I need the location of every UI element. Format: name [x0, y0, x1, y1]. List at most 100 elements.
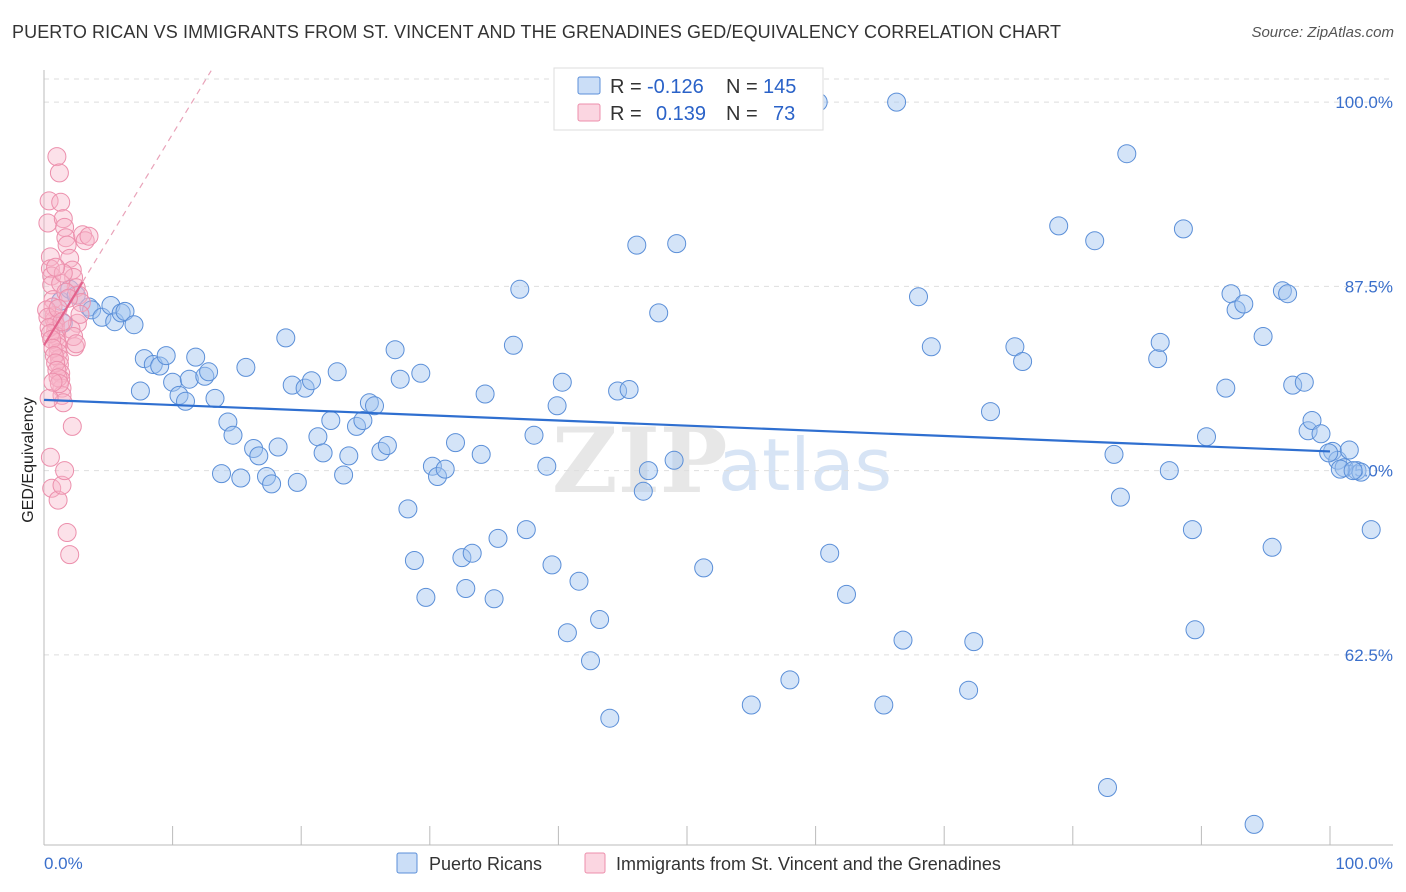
puerto-rican-point-89 [694, 558, 714, 578]
puerto-rican-point-23 [199, 362, 219, 382]
legend-n-value-1: 145 [763, 76, 796, 98]
puerto-rican-point-139 [1351, 462, 1371, 482]
st-vincent-point-68 [79, 226, 99, 246]
puerto-rican-point-115 [1159, 461, 1179, 481]
puerto-rican-point-58 [422, 456, 442, 476]
chart-title: PUERTO RICAN VS IMMIGRANTS FROM ST. VINC… [12, 22, 1062, 42]
bottom-legend-label-puerto-ricans: Puerto Ricans [429, 854, 542, 874]
puerto-rican-point-71 [516, 520, 536, 540]
bottom-legend: Puerto Ricans Immigrants from St. Vincen… [396, 852, 1001, 874]
puerto-rican-point-103 [964, 632, 984, 652]
puerto-rican-point-130 [1294, 372, 1314, 392]
puerto-rican-point-19 [176, 391, 195, 411]
puerto-rican-point-41 [313, 443, 333, 463]
puerto-rican-point-16 [156, 346, 176, 366]
puerto-rican-point-85 [638, 461, 658, 481]
stats-legend: R = -0.126 N = 145 R = 0.139 N = 73 [553, 67, 824, 131]
bottom-legend-swatch-st-vincent [584, 852, 606, 874]
puerto-rican-point-11 [124, 315, 144, 335]
legend-r-label-1: R = [610, 76, 642, 98]
st-vincent-point-54 [44, 346, 64, 366]
st-vincent-point-53 [43, 338, 63, 358]
puerto-rican-point-54 [398, 499, 418, 519]
puerto-rican-point-79 [590, 610, 610, 629]
puerto-rican-point-21 [186, 347, 206, 367]
trend-line-st-vincent-extension [82, 70, 212, 283]
puerto-rican-point-106 [1013, 352, 1033, 371]
legend-n-label-1: N = [726, 76, 758, 98]
puerto-rican-point-43 [327, 362, 347, 382]
puerto-rican-point-132 [1302, 411, 1322, 430]
puerto-rican-point-62 [452, 548, 472, 568]
st-vincent-point-69 [46, 257, 66, 277]
puerto-rican-point-49 [365, 396, 384, 416]
puerto-rican-point-73 [537, 456, 557, 476]
puerto-rican-point-47 [353, 411, 373, 430]
puerto-rican-point-112 [1117, 144, 1137, 164]
puerto-rican-point-133 [1311, 424, 1331, 444]
st-vincent-point-58 [49, 374, 69, 394]
legend-r-value-2: 0.139 [656, 103, 706, 125]
puerto-rican-point-25 [212, 464, 231, 484]
st-vincent-point-64 [64, 327, 84, 346]
puerto-rican-point-86 [649, 303, 669, 323]
puerto-rican-point-60 [435, 459, 455, 479]
x-tick-label-max: 100.0% [1335, 854, 1393, 873]
st-vincent-point-31 [56, 228, 76, 248]
puerto-rican-point-38 [295, 378, 315, 398]
y-tick-label-3: 62.5% [1345, 646, 1393, 665]
puerto-rican-point-39 [302, 371, 321, 391]
puerto-rican-point-144 [547, 396, 567, 416]
puerto-rican-point-101 [921, 337, 941, 357]
puerto-rican-point-95 [820, 543, 840, 563]
st-vincent-point-47 [70, 304, 90, 324]
legend-r-label-2: R = [610, 103, 642, 125]
series-1 [37, 147, 99, 565]
y-tick-label-2: 75.0% [1345, 462, 1393, 481]
trend-line-puerto-ricans [43, 398, 1331, 453]
st-vincent-point-28 [51, 192, 71, 212]
puerto-rican-point-91 [741, 695, 761, 715]
legend-swatch-puerto-ricans [577, 76, 601, 95]
puerto-rican-point-124 [1244, 814, 1264, 834]
x-axis-ticks [43, 826, 1331, 845]
puerto-rican-point-24 [205, 388, 225, 408]
puerto-rican-point-29 [236, 357, 256, 377]
puerto-rican-point-53 [390, 369, 410, 389]
puerto-rican-point-98 [887, 92, 907, 112]
puerto-rican-point-48 [359, 393, 379, 413]
puerto-rican-point-15 [150, 356, 170, 376]
y-tick-label-1: 87.5% [1345, 277, 1393, 296]
puerto-rican-point-128 [1278, 284, 1298, 304]
x-tick-label-min: 0.0% [44, 854, 83, 873]
y-tick-labels: 100.0% 87.5% 75.0% 62.5% [1335, 93, 1393, 665]
st-vincent-point-40 [52, 475, 72, 495]
puerto-rican-point-34 [268, 437, 288, 457]
puerto-rican-point-56 [411, 363, 431, 383]
st-vincent-point-23 [39, 388, 59, 408]
puerto-rican-point-44 [334, 465, 354, 485]
puerto-rican-point-82 [619, 380, 639, 399]
puerto-rican-point-111 [1110, 487, 1130, 507]
puerto-rican-point-143 [1343, 461, 1363, 481]
puerto-rican-point-88 [667, 234, 687, 254]
puerto-rican-point-125 [1253, 327, 1273, 346]
puerto-rican-point-127 [1272, 281, 1292, 301]
puerto-rican-point-109 [1098, 778, 1117, 797]
puerto-rican-point-45 [339, 446, 359, 466]
puerto-rican-point-74 [542, 555, 562, 575]
puerto-rican-point-80 [600, 708, 620, 728]
st-vincent-point-71 [52, 312, 72, 332]
puerto-rican-point-117 [1182, 520, 1202, 540]
y-tick-label-0: 100.0% [1335, 93, 1393, 112]
st-vincent-point-27 [49, 163, 69, 183]
series-0 [51, 92, 1381, 834]
puerto-rican-point-104 [981, 402, 1000, 422]
puerto-rican-point-63 [456, 579, 476, 598]
puerto-rican-point-68 [488, 528, 508, 548]
puerto-rican-point-35 [276, 328, 296, 348]
series-layer [37, 70, 1381, 834]
puerto-rican-point-61 [446, 433, 465, 453]
puerto-rican-point-33 [262, 474, 282, 494]
